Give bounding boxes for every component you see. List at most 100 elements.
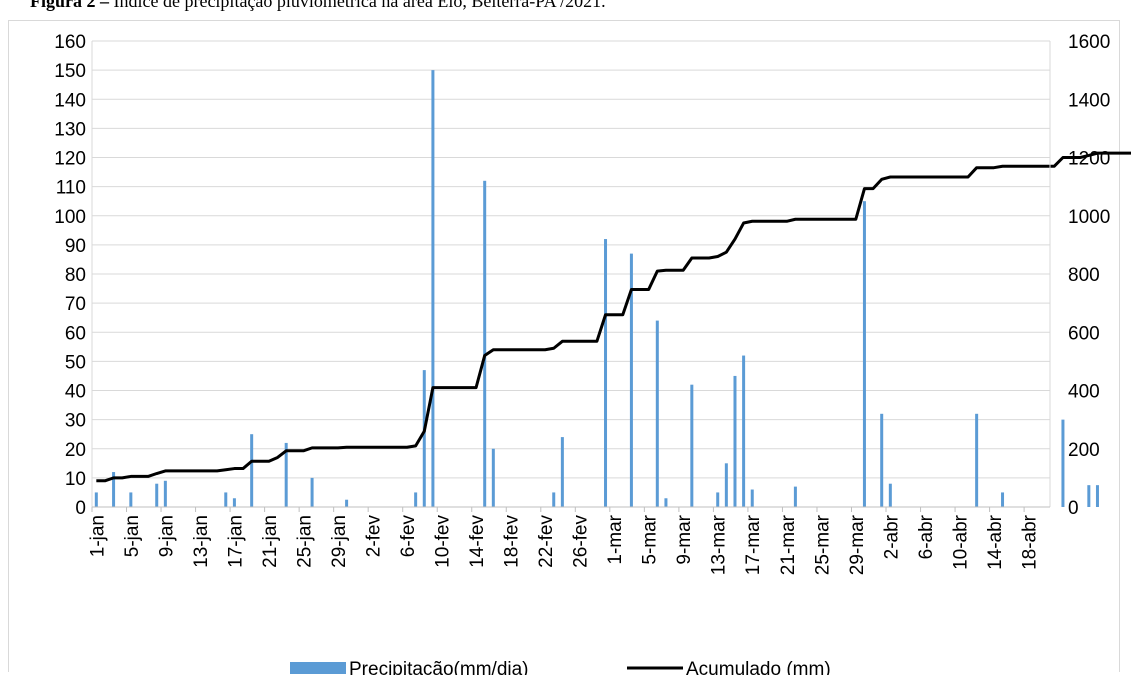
precipitation-bar <box>862 201 866 507</box>
x-tick-label: 5-jan <box>122 515 143 557</box>
y-left-tick-label: 50 <box>65 352 86 373</box>
precipitation-bar <box>716 492 720 507</box>
x-tick-label: 10-fev <box>433 515 454 568</box>
line-series <box>96 151 1131 483</box>
y-left-tick-label: 60 <box>65 323 86 344</box>
y-left-tick-label: 70 <box>65 294 86 315</box>
precipitation-bar <box>750 489 754 507</box>
x-tick-label: 26-fev <box>571 515 592 568</box>
x-tick-label: 6-fev <box>398 515 419 558</box>
caption-text: Índice de precipitação pluviométrica na … <box>109 0 606 11</box>
y-left-tick-label: 10 <box>65 469 86 490</box>
y-left-tick-label: 120 <box>54 149 86 170</box>
y-left-tick-label: 150 <box>54 61 86 82</box>
precipitation-bar <box>724 463 728 507</box>
precipitation-bar <box>604 239 608 508</box>
x-tick-label: 2-abr <box>881 514 902 559</box>
y-left-tick-label: 20 <box>65 440 86 461</box>
precipitation-bar <box>975 413 979 507</box>
y-right-tick-label: 1600 <box>1068 32 1110 53</box>
legend: Precipitação(mm/dia) Acumulado (mm) <box>290 659 831 675</box>
x-tick-label: 13-mar <box>709 514 730 575</box>
accumulated-line <box>96 151 1131 483</box>
x-tick-label: 18-fev <box>502 515 523 568</box>
precipitation-bar <box>1095 485 1099 507</box>
x-tick-label: 21-jan <box>260 515 281 568</box>
legend-swatch-precipitation <box>290 662 346 674</box>
y-left-tick-label: 40 <box>65 382 86 403</box>
precipitation-bar <box>491 448 495 507</box>
x-tick-label: 5-mar <box>640 514 661 564</box>
y-right-tick-label: 1400 <box>1068 90 1110 111</box>
y-right-tick-label: 400 <box>1068 382 1100 403</box>
x-tick-label: 21-mar <box>778 514 799 575</box>
precipitation-bar <box>414 492 418 507</box>
precipitation-bar <box>163 480 167 507</box>
x-tick-label: 6-abr <box>916 514 937 559</box>
precipitation-bar <box>1087 485 1091 507</box>
precipitation-bar <box>94 492 98 507</box>
y-left-tick-label: 140 <box>54 90 86 111</box>
y-right-tick-label: 1200 <box>1068 149 1110 170</box>
y-right-tick-label: 0 <box>1068 498 1079 519</box>
x-tick-label: 14-abr <box>985 514 1006 570</box>
x-tick-label: 17-mar <box>743 514 764 575</box>
x-tick-label: 13-jan <box>191 515 212 568</box>
legend-label-precipitation: Precipitação(mm/dia) <box>349 659 529 675</box>
precipitation-bar <box>793 486 797 507</box>
precipitation-bar <box>733 375 737 507</box>
x-tick-label: 2-fev <box>363 515 384 558</box>
precipitation-bar <box>155 483 159 507</box>
x-tick-label: 1-jan <box>87 515 108 557</box>
precipitation-bar <box>690 384 694 507</box>
x-tick-label: 9-jan <box>156 515 177 557</box>
x-tick-label: 25-mar <box>812 514 833 575</box>
y-right-tick-label: 600 <box>1068 323 1100 344</box>
x-tick-label: 1-mar <box>605 514 626 564</box>
precipitation-bar <box>888 483 892 507</box>
y-left-tick-label: 100 <box>54 207 86 228</box>
precipitation-bar <box>129 492 133 507</box>
x-tick-label: 22-fev <box>536 515 557 568</box>
y-axis-right-ticks: 0 200 400 600 800 1000 1200 1400 1600 <box>1068 32 1110 519</box>
precipitation-bar <box>664 498 668 507</box>
y-axis-left-ticks: 0 10 20 30 40 50 60 70 80 90 100 110 120 130 140 150 160 <box>54 32 86 519</box>
x-tick-label: 9-mar <box>674 514 695 564</box>
x-tick-label: 14-fev <box>467 515 488 568</box>
y-right-tick-label: 1000 <box>1068 207 1110 228</box>
precipitation-bar <box>284 442 288 507</box>
precipitation-bar <box>112 472 116 507</box>
precipitation-bar <box>552 492 556 507</box>
precipitation-bar <box>224 492 228 507</box>
x-tick-label: 18-abr <box>1019 514 1040 570</box>
precipitation-bar <box>431 70 435 507</box>
precipitation-bar <box>655 320 659 507</box>
y-left-tick-label: 110 <box>56 178 86 199</box>
precipitation-bar <box>310 477 314 507</box>
precipitation-bar <box>422 370 426 507</box>
precipitation-bar <box>629 253 633 507</box>
y-left-tick-label: 130 <box>54 119 86 140</box>
x-tick-label: 17-jan <box>225 515 246 568</box>
precipitation-bar <box>345 499 349 507</box>
x-tick-label: 10-abr <box>950 514 971 570</box>
x-tick-label: 25-jan <box>294 515 315 568</box>
y-left-tick-label: 0 <box>75 498 86 519</box>
precipitation-bar <box>560 437 564 507</box>
chart-frame <box>8 20 1120 672</box>
precipitation-bar <box>250 434 254 507</box>
caption-label: Figura 2 – <box>30 0 109 11</box>
precipitation-bar <box>1001 492 1005 507</box>
y-right-tick-label: 200 <box>1068 440 1100 461</box>
precipitation-bar <box>880 413 884 507</box>
precipitation-bar <box>1061 419 1065 507</box>
y-left-tick-label: 30 <box>65 411 86 432</box>
legend-label-accumulated: Acumulado (mm) <box>686 659 831 675</box>
y-left-tick-label: 160 <box>54 32 86 53</box>
figure-caption: Figura 2 – Índice de precipitação pluvio… <box>30 0 606 12</box>
precipitation-bar <box>742 355 746 507</box>
precipitation-bar <box>483 180 487 508</box>
y-left-tick-label: 90 <box>65 236 86 257</box>
y-left-tick-label: 80 <box>65 265 86 286</box>
